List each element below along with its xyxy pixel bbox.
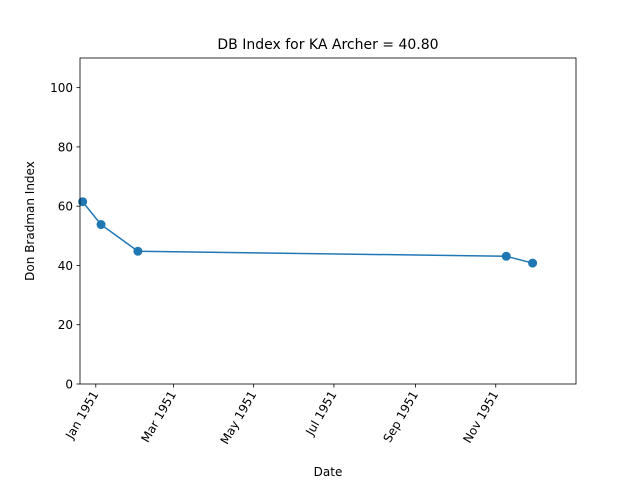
axes-frame [79,57,577,385]
y-tick-label-0: 0 [65,378,73,392]
data-point-1 [96,220,106,230]
y-tick-label-100: 100 [50,81,73,95]
data-point-2 [133,246,143,256]
y-axis-label: Don Bradman Index [23,161,37,281]
y-tick-label-40: 40 [58,259,73,273]
chart-title: DB Index for KA Archer = 40.80 [217,37,438,53]
y-tick-label-80: 80 [58,140,73,154]
data-point-4 [528,258,538,268]
data-point-0 [78,197,88,207]
y-tick-label-20: 20 [58,318,73,332]
y-tick-label-60: 60 [58,200,73,214]
x-axis-label: Date [314,465,343,479]
data-point-3 [501,251,511,261]
